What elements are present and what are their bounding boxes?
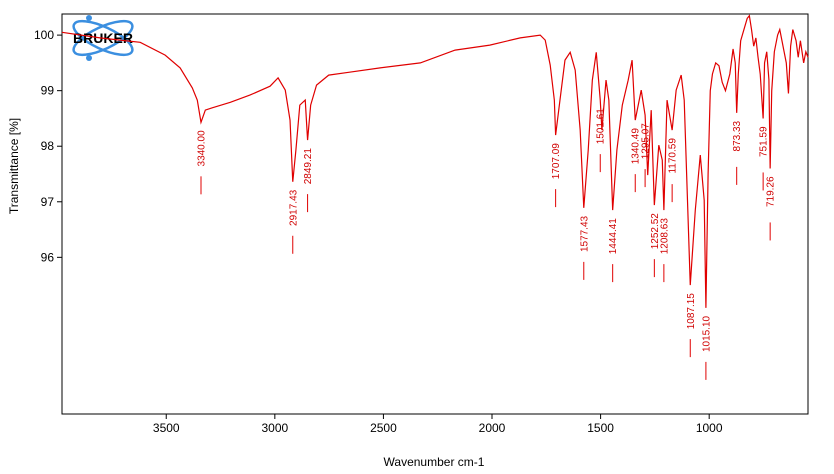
peak-label: 1015.10	[701, 315, 712, 352]
logo-dot	[86, 55, 92, 61]
peak-label: 1444.41	[608, 218, 619, 255]
x-tick-label: 2000	[479, 421, 506, 435]
plot-frame	[61, 13, 809, 415]
peak-label: 1501.61	[596, 108, 607, 145]
logo-dot	[86, 15, 92, 21]
peak-label: 1170.59	[668, 138, 679, 174]
peak-label: 873.33	[732, 120, 743, 151]
y-tick-label: 98	[41, 139, 55, 153]
spectrum-line	[61, 14, 809, 308]
x-tick-label: 1000	[696, 421, 723, 435]
logo-orbit	[72, 19, 134, 57]
peak-label: 1208.63	[659, 218, 670, 255]
peak-label: 2917.43	[288, 189, 299, 226]
x-tick-label: 3000	[261, 421, 288, 435]
peak-label: 3340.00	[196, 130, 207, 167]
x-axis-label: Wavenumber cm-1	[384, 455, 485, 469]
peak-label: 719.26	[766, 176, 777, 207]
logo-orbit	[72, 19, 134, 57]
peak-label: 751.59	[759, 126, 770, 157]
x-tick-label: 2500	[370, 421, 397, 435]
y-tick-label: 100	[34, 28, 54, 42]
peak-label: 1340.49	[631, 128, 642, 165]
peak-label: 1252.52	[650, 213, 661, 250]
y-tick-label: 96	[41, 250, 55, 264]
peak-label: 1577.43	[579, 215, 590, 252]
y-tick-label: 99	[41, 84, 55, 98]
x-tick-label: 1500	[587, 421, 614, 435]
peak-label: 1295.07	[641, 123, 652, 160]
x-tick-label: 3500	[153, 421, 180, 435]
y-tick-label: 97	[41, 195, 55, 209]
peak-label: 1087.15	[686, 293, 697, 330]
peak-label: 2849.21	[303, 148, 314, 185]
y-axis-label: Transmittance [%]	[7, 118, 21, 214]
peak-label: 1707.09	[551, 143, 562, 180]
